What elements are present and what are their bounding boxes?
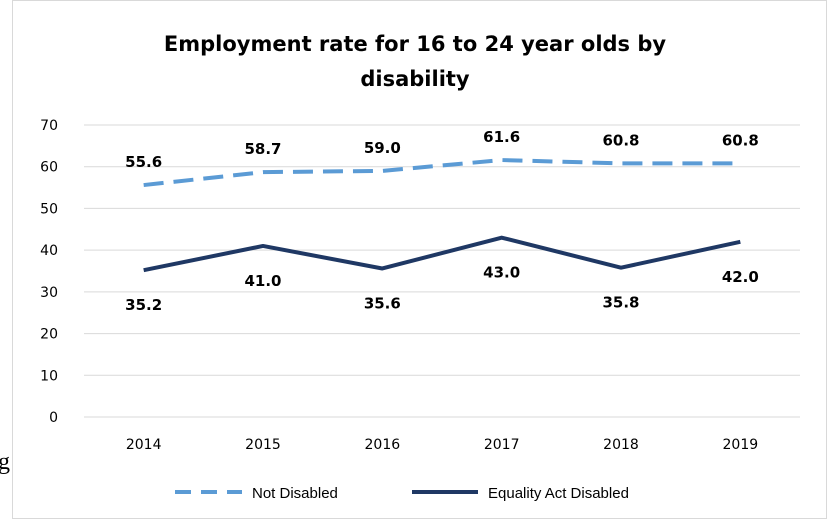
legend-label-equality-act-disabled: Equality Act Disabled (488, 485, 629, 502)
stray-text-fragment: g (0, 449, 10, 475)
data-label-disabled-2017: 43.0 (483, 264, 520, 282)
series-line-equality-act-disabled (143, 235, 741, 273)
data-label-not-disabled-2018: 60.8 (602, 131, 639, 149)
x-tick-label-2015: 2015 (245, 437, 281, 453)
data-label-not-disabled-2016: 59.0 (364, 139, 401, 157)
x-tick-label-2018: 2018 (603, 437, 639, 453)
series-line-not-disabled (143, 158, 741, 188)
x-tick-label-2017: 2017 (484, 437, 520, 453)
data-labels: 55.6 58.7 59.0 61.6 60.8 60.8 35.2 41.0 35.6 43.0… (125, 128, 759, 314)
y-tick-label-50: 50 (40, 201, 58, 217)
data-label-not-disabled-2015: 58.7 (244, 140, 281, 158)
data-label-not-disabled-2014: 55.6 (125, 153, 162, 171)
x-tick-label-2016: 2016 (365, 437, 401, 453)
chart-title-line-2: disability (360, 67, 470, 91)
y-tick-label-30: 30 (40, 285, 58, 301)
y-tick-label-10: 10 (40, 368, 58, 384)
gridlines (84, 124, 800, 418)
chart-title-line-1: Employment rate for 16 to 24 year olds b… (164, 32, 666, 56)
legend-label-not-disabled: Not Disabled (252, 485, 338, 502)
data-label-not-disabled-2017: 61.6 (483, 128, 520, 146)
data-series (143, 158, 741, 273)
y-axis-tick-labels: 0 10 20 30 40 50 60 70 (40, 118, 58, 426)
chart-title: Employment rate for 16 to 24 year olds b… (164, 32, 666, 91)
data-label-disabled-2016: 35.6 (364, 294, 401, 312)
y-tick-label-40: 40 (40, 243, 58, 259)
y-tick-label-60: 60 (40, 160, 58, 176)
data-label-disabled-2014: 35.2 (125, 296, 162, 314)
x-axis-tick-labels: 2014 2015 2016 2017 2018 2019 (126, 437, 758, 453)
data-label-disabled-2015: 41.0 (244, 272, 281, 290)
x-tick-label-2019: 2019 (723, 437, 759, 453)
y-tick-label-20: 20 (40, 327, 58, 343)
data-label-disabled-2019: 42.0 (722, 268, 759, 286)
x-tick-label-2014: 2014 (126, 437, 162, 453)
y-tick-label-70: 70 (40, 118, 58, 134)
legend: Not Disabled Equality Act Disabled (175, 485, 629, 502)
data-label-disabled-2018: 35.8 (602, 294, 639, 312)
data-label-not-disabled-2019: 60.8 (722, 131, 759, 149)
y-tick-label-0: 0 (49, 410, 58, 426)
